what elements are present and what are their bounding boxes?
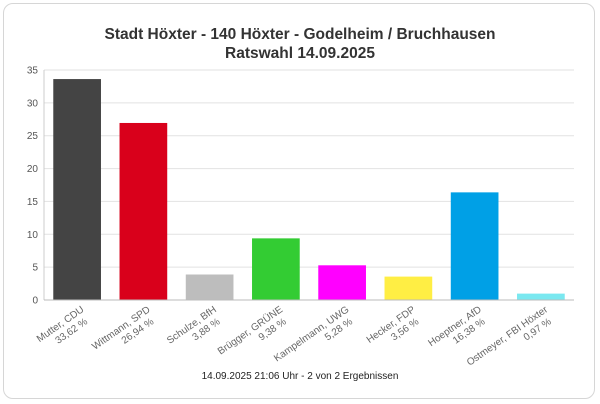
y-tick-label: 20 <box>27 164 39 175</box>
y-tick-label: 0 <box>32 296 38 307</box>
bar <box>119 122 168 300</box>
bar <box>53 79 101 300</box>
chart-footer: 14.09.2025 21:06 Uhr - 2 von 2 Ergebniss… <box>201 371 399 382</box>
bar <box>384 276 433 300</box>
bar <box>318 265 366 300</box>
bar <box>517 293 565 300</box>
y-tick-label: 30 <box>27 98 39 109</box>
bar <box>450 192 499 300</box>
y-tick-label: 35 <box>27 66 39 77</box>
y-axis: 0 5 10 15 20 25 30 35 <box>27 66 45 307</box>
chart-subtitle: Ratswahl 14.09.2025 <box>225 45 375 62</box>
bar <box>185 274 234 300</box>
y-tick-label: 25 <box>27 131 39 142</box>
bars <box>53 79 565 300</box>
y-tick-label: 15 <box>27 197 39 208</box>
y-tick-label: 5 <box>32 263 38 274</box>
y-tick-label: 10 <box>27 230 39 241</box>
bar <box>252 238 300 300</box>
chart-title: Stadt Höxter - 140 Höxter - Godelheim / … <box>104 26 496 43</box>
